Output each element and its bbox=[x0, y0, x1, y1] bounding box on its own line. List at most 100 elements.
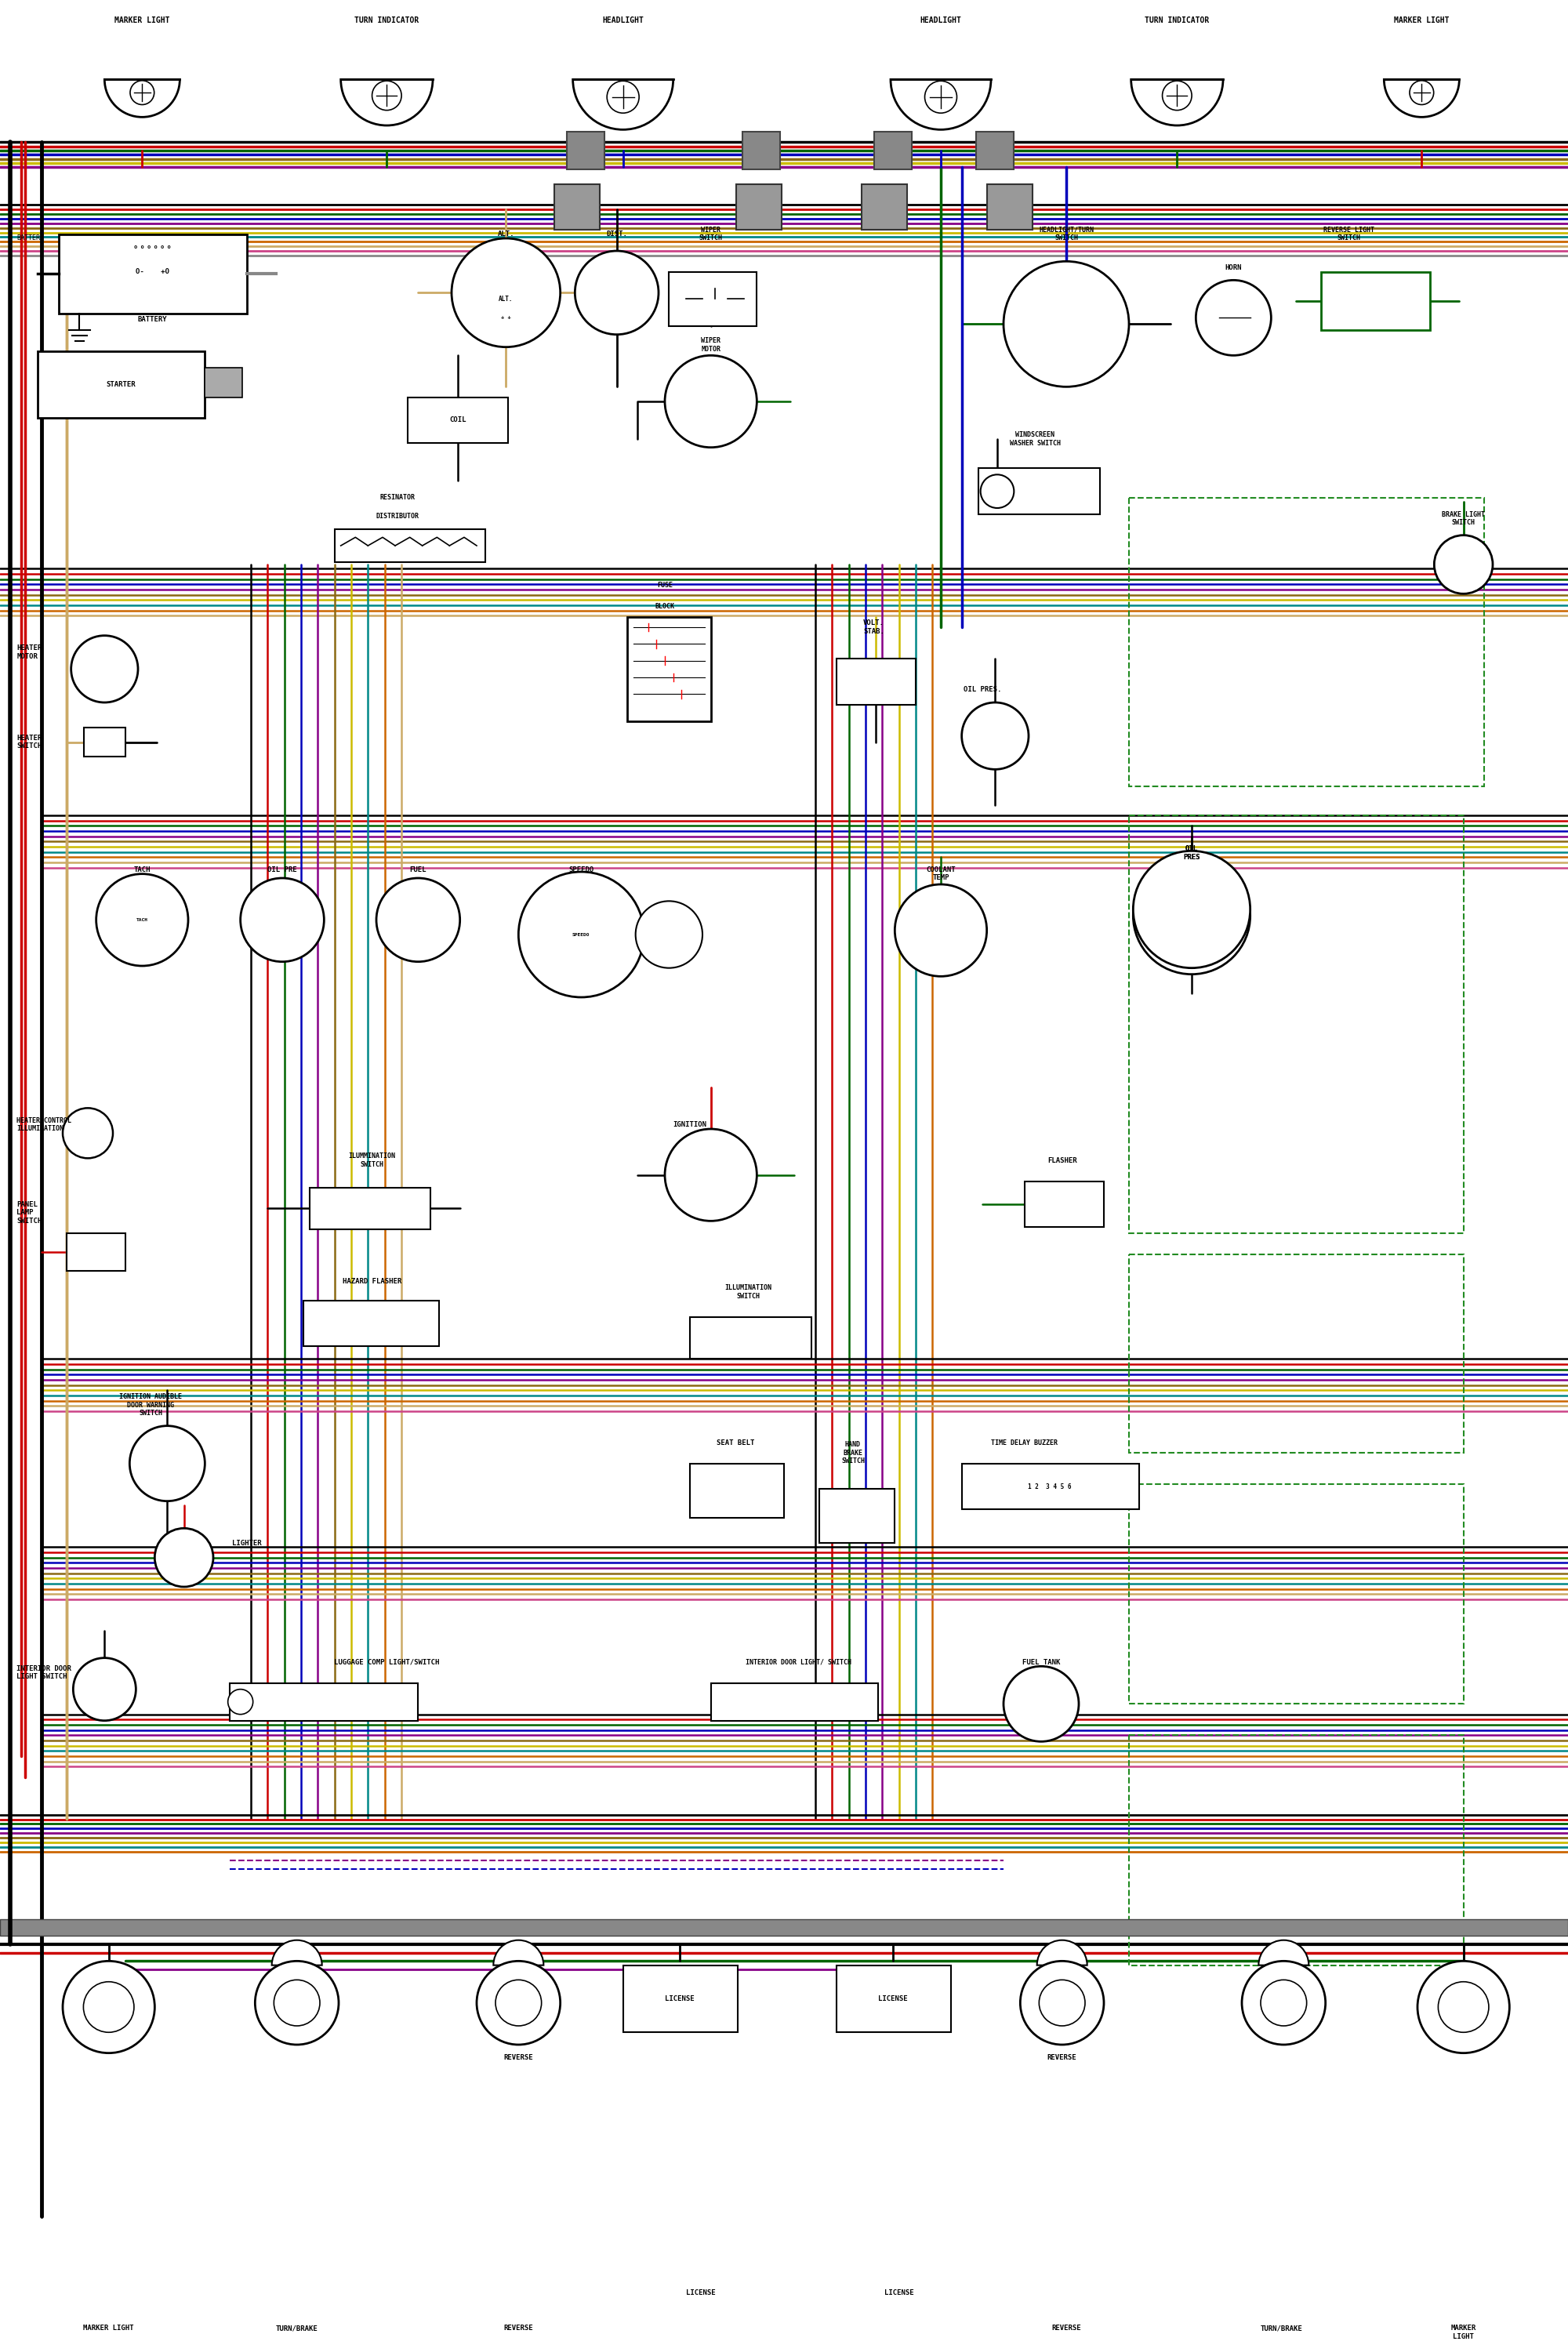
Text: HEADLIGHT/TURN
SWITCH: HEADLIGHT/TURN SWITCH bbox=[1038, 226, 1094, 242]
Text: BRAKE LIGHT
SWITCH: BRAKE LIGHT SWITCH bbox=[1443, 510, 1485, 527]
Wedge shape bbox=[271, 1940, 321, 1966]
Bar bbox=[1129, 816, 1463, 1232]
Text: HAND
BRAKE
SWITCH: HAND BRAKE SWITCH bbox=[840, 1442, 866, 1465]
Text: TURN INDICATOR: TURN INDICATOR bbox=[354, 16, 419, 24]
Circle shape bbox=[155, 1529, 213, 1588]
Text: RESINATOR: RESINATOR bbox=[379, 494, 416, 501]
Circle shape bbox=[71, 635, 138, 703]
Text: MARKER LIGHT: MARKER LIGHT bbox=[1394, 16, 1449, 24]
Text: MARKER
LIGHT: MARKER LIGHT bbox=[1450, 2324, 1475, 2340]
Bar bbox=[690, 1317, 811, 1359]
Bar bbox=[670, 273, 757, 327]
Bar bbox=[735, 183, 782, 230]
Text: SPEEDO: SPEEDO bbox=[569, 866, 594, 873]
Circle shape bbox=[130, 1425, 205, 1501]
Text: + +: + + bbox=[500, 315, 511, 320]
Bar bbox=[38, 350, 205, 419]
Bar bbox=[820, 1489, 895, 1543]
Circle shape bbox=[1040, 1980, 1085, 2025]
Bar bbox=[230, 1684, 419, 1722]
Circle shape bbox=[665, 1129, 757, 1221]
Text: LICENSE: LICENSE bbox=[878, 1994, 908, 2002]
Circle shape bbox=[240, 877, 325, 962]
Text: HEATER
SWITCH: HEATER SWITCH bbox=[17, 734, 42, 750]
Text: HEADLIGHT: HEADLIGHT bbox=[602, 16, 644, 24]
Text: ALT.: ALT. bbox=[497, 230, 514, 238]
Bar bbox=[334, 529, 485, 562]
Circle shape bbox=[130, 80, 154, 103]
Circle shape bbox=[1134, 851, 1250, 969]
Bar bbox=[861, 183, 908, 230]
Bar bbox=[1322, 273, 1430, 329]
Bar bbox=[1129, 499, 1485, 786]
Bar bbox=[1024, 1181, 1104, 1228]
Circle shape bbox=[376, 877, 459, 962]
Text: MARKER LIGHT: MARKER LIGHT bbox=[83, 2324, 133, 2331]
Wedge shape bbox=[1131, 80, 1223, 125]
Bar bbox=[1129, 1736, 1463, 1966]
Text: OIL
PRES: OIL PRES bbox=[1184, 844, 1200, 861]
Text: LIGHTER: LIGHTER bbox=[232, 1541, 262, 1548]
Wedge shape bbox=[1036, 1940, 1087, 1966]
Text: o o o o o o: o o o o o o bbox=[135, 245, 171, 249]
Wedge shape bbox=[572, 80, 673, 129]
Text: SPEEDO: SPEEDO bbox=[572, 934, 590, 936]
Text: TACH: TACH bbox=[136, 917, 147, 922]
Text: O-    +O: O- +O bbox=[136, 268, 169, 275]
Text: IGNITION AUDIBLE
DOOR WARNING
SWITCH: IGNITION AUDIBLE DOOR WARNING SWITCH bbox=[119, 1392, 182, 1416]
Circle shape bbox=[1004, 261, 1129, 386]
Text: ILUMMINATION
SWITCH: ILUMMINATION SWITCH bbox=[348, 1152, 395, 1169]
Circle shape bbox=[575, 252, 659, 334]
Bar bbox=[622, 1966, 739, 2032]
Text: INTERIOR DOOR
LIGHT SWITCH: INTERIOR DOOR LIGHT SWITCH bbox=[17, 1665, 72, 1679]
Circle shape bbox=[227, 1689, 252, 1715]
Text: WIPER
MOTOR: WIPER MOTOR bbox=[701, 336, 721, 353]
Circle shape bbox=[74, 1658, 136, 1722]
Circle shape bbox=[607, 80, 640, 113]
Circle shape bbox=[1417, 1962, 1510, 2053]
Text: REVERSE: REVERSE bbox=[503, 2053, 533, 2060]
Circle shape bbox=[519, 873, 644, 997]
Text: STARTER: STARTER bbox=[107, 381, 136, 388]
Circle shape bbox=[372, 80, 401, 111]
Text: DISTRIBUTOR: DISTRIBUTOR bbox=[376, 513, 419, 520]
Bar bbox=[710, 1684, 878, 1722]
Text: WIPER
SWITCH: WIPER SWITCH bbox=[699, 226, 723, 242]
Circle shape bbox=[63, 1108, 113, 1157]
Text: TURN INDICATOR: TURN INDICATOR bbox=[1145, 16, 1209, 24]
Text: HEADLIGHT: HEADLIGHT bbox=[920, 16, 961, 24]
Circle shape bbox=[980, 475, 1014, 508]
Circle shape bbox=[895, 884, 986, 976]
Text: IGNITION: IGNITION bbox=[673, 1122, 707, 1129]
Bar bbox=[1129, 1484, 1463, 1703]
Circle shape bbox=[961, 703, 1029, 769]
Text: DIST.: DIST. bbox=[607, 230, 627, 238]
Text: HAZARD FLASHER: HAZARD FLASHER bbox=[343, 1277, 401, 1284]
Text: REVERSE LIGHT
SWITCH: REVERSE LIGHT SWITCH bbox=[1323, 226, 1374, 242]
Text: COOLANT
TEMP: COOLANT TEMP bbox=[927, 866, 955, 882]
Circle shape bbox=[1162, 80, 1192, 111]
Bar bbox=[961, 1463, 1140, 1510]
Text: ALT.: ALT. bbox=[499, 296, 513, 303]
Circle shape bbox=[1261, 1980, 1306, 2025]
Bar bbox=[309, 1188, 431, 1230]
Bar bbox=[554, 183, 601, 230]
Text: PANEL
LAMP
SWITCH: PANEL LAMP SWITCH bbox=[17, 1202, 42, 1225]
Text: REVERSE: REVERSE bbox=[1047, 2053, 1077, 2060]
Bar bbox=[690, 1463, 784, 1517]
Bar bbox=[873, 132, 911, 169]
Bar bbox=[627, 616, 710, 722]
Bar bbox=[67, 1232, 125, 1270]
Circle shape bbox=[635, 901, 702, 969]
Text: TACH: TACH bbox=[133, 866, 151, 873]
Wedge shape bbox=[105, 80, 180, 118]
Text: MARKER LIGHT: MARKER LIGHT bbox=[114, 16, 169, 24]
Circle shape bbox=[80, 1978, 138, 2037]
Circle shape bbox=[477, 1962, 560, 2044]
Wedge shape bbox=[494, 1940, 544, 1966]
Wedge shape bbox=[340, 80, 433, 125]
Circle shape bbox=[63, 1962, 155, 2053]
Circle shape bbox=[1438, 1983, 1488, 2032]
Text: 1 2  3 4 5 6: 1 2 3 4 5 6 bbox=[1027, 1484, 1071, 1491]
Circle shape bbox=[1435, 536, 1493, 593]
